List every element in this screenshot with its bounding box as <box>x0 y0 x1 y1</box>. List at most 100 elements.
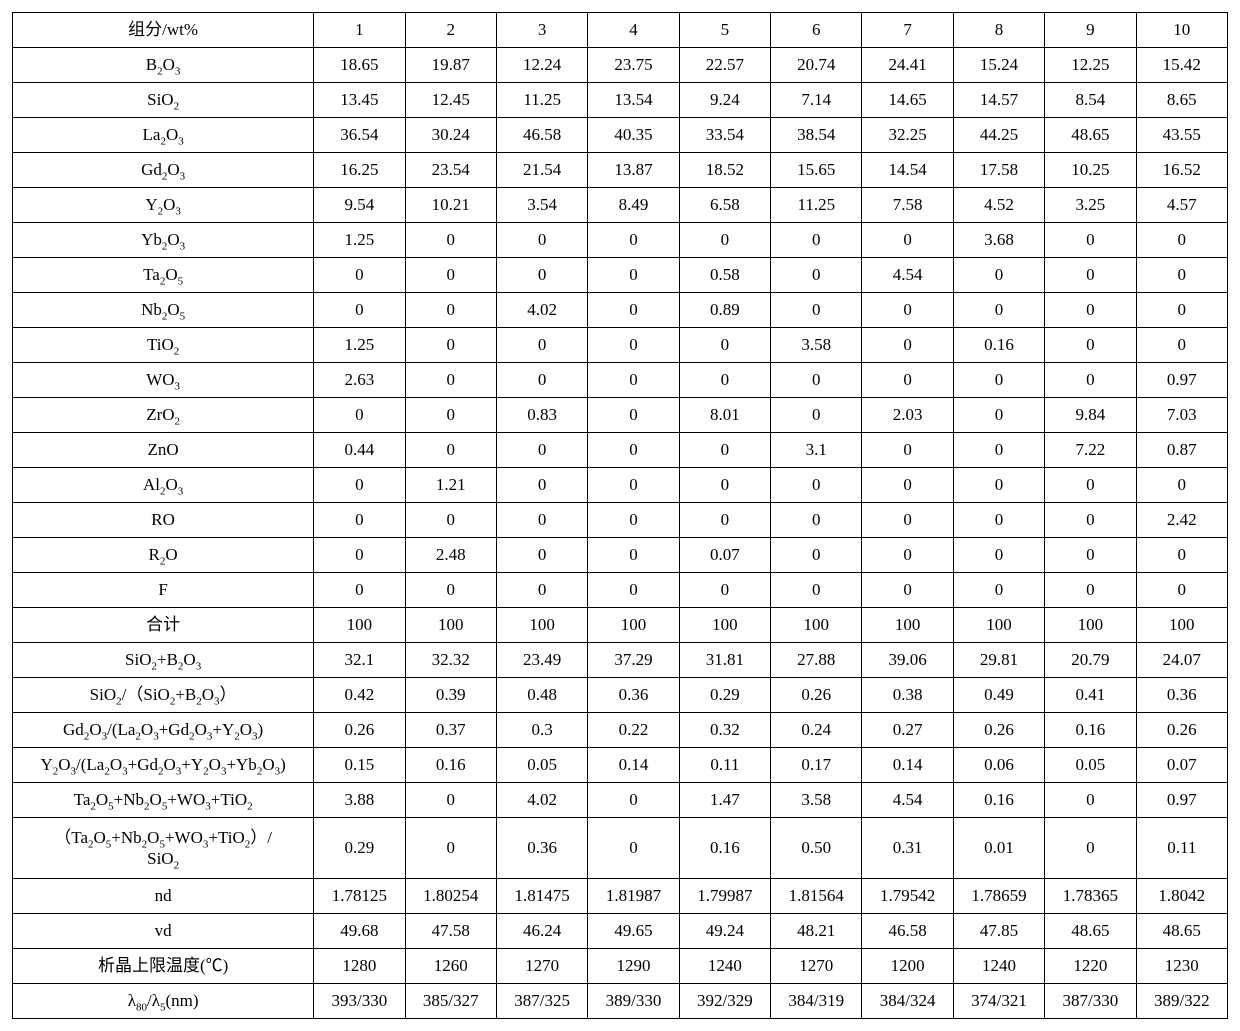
cell: 0 <box>405 783 496 818</box>
cell: 1.25 <box>314 328 405 363</box>
cell: 0.50 <box>771 818 862 879</box>
cell: 23.75 <box>588 48 679 83</box>
cell: 2.42 <box>1136 503 1227 538</box>
cell: 0.05 <box>1045 748 1136 783</box>
cell: 1.81987 <box>588 879 679 914</box>
cell: 0 <box>862 363 953 398</box>
cell: 20.79 <box>1045 643 1136 678</box>
cell: 384/324 <box>862 984 953 1019</box>
row-label: B2O3 <box>13 48 314 83</box>
cell: 0.07 <box>1136 748 1227 783</box>
row-label: Al2O3 <box>13 468 314 503</box>
cell: 0 <box>953 538 1044 573</box>
cell: 0 <box>496 503 587 538</box>
cell: 18.52 <box>679 153 770 188</box>
cell: 387/330 <box>1045 984 1136 1019</box>
cell: 0 <box>862 328 953 363</box>
cell: 10.25 <box>1045 153 1136 188</box>
cell: 0.22 <box>588 713 679 748</box>
cell: 3.68 <box>953 223 1044 258</box>
cell: 0 <box>953 573 1044 608</box>
cell: 0.3 <box>496 713 587 748</box>
cell: 1.79987 <box>679 879 770 914</box>
cell: 0 <box>496 258 587 293</box>
row-label: ZrO2 <box>13 398 314 433</box>
cell: 0.11 <box>679 748 770 783</box>
cell: 0 <box>1136 293 1227 328</box>
cell: 1270 <box>496 949 587 984</box>
cell: 12.25 <box>1045 48 1136 83</box>
cell: 1240 <box>679 949 770 984</box>
cell: 15.24 <box>953 48 1044 83</box>
cell: 0 <box>1045 363 1136 398</box>
cell: 0.16 <box>1045 713 1136 748</box>
row-label: RO <box>13 503 314 538</box>
cell: 0 <box>953 503 1044 538</box>
cell: 6.58 <box>679 188 770 223</box>
cell: 0 <box>771 293 862 328</box>
cell: 0.44 <box>314 433 405 468</box>
cell: 0 <box>953 433 1044 468</box>
cell: 0 <box>588 503 679 538</box>
cell: 0 <box>679 328 770 363</box>
cell: 13.87 <box>588 153 679 188</box>
cell: 1230 <box>1136 949 1227 984</box>
cell: 0 <box>405 293 496 328</box>
cell: 1.47 <box>679 783 770 818</box>
row-label: Yb2O3 <box>13 223 314 258</box>
cell: 0 <box>1136 223 1227 258</box>
cell: 1200 <box>862 949 953 984</box>
table-row: ZrO2000.8308.0102.0309.847.03 <box>13 398 1228 433</box>
cell: 21.54 <box>496 153 587 188</box>
table-row: R2O02.48000.0700000 <box>13 538 1228 573</box>
col-9: 9 <box>1045 13 1136 48</box>
cell: 100 <box>679 608 770 643</box>
cell: 49.65 <box>588 914 679 949</box>
cell: 0 <box>679 223 770 258</box>
cell: 1280 <box>314 949 405 984</box>
cell: 0 <box>679 468 770 503</box>
cell: 0 <box>405 818 496 879</box>
cell: 2.48 <box>405 538 496 573</box>
col-7: 7 <box>862 13 953 48</box>
header-label: 组分/wt% <box>13 13 314 48</box>
cell: 48.65 <box>1045 914 1136 949</box>
cell: 0 <box>405 573 496 608</box>
cell: 0.16 <box>953 783 1044 818</box>
cell: 16.52 <box>1136 153 1227 188</box>
cell: 0.11 <box>1136 818 1227 879</box>
cell: 0.26 <box>953 713 1044 748</box>
cell: 19.87 <box>405 48 496 83</box>
cell: 2.03 <box>862 398 953 433</box>
cell: 1.25 <box>314 223 405 258</box>
cell: 43.55 <box>1136 118 1227 153</box>
cell: 0.26 <box>1136 713 1227 748</box>
cell: 0.58 <box>679 258 770 293</box>
cell: 0 <box>1136 328 1227 363</box>
table-row: Al2O301.2100000000 <box>13 468 1228 503</box>
cell: 0 <box>405 503 496 538</box>
table-row: Gd2O3/(La2O3+Gd2O3+Y2O3)0.260.370.30.220… <box>13 713 1228 748</box>
cell: 8.01 <box>679 398 770 433</box>
cell: 0 <box>588 538 679 573</box>
cell: 27.88 <box>771 643 862 678</box>
cell: 0.48 <box>496 678 587 713</box>
header-row: 组分/wt% 1 2 3 4 5 6 7 8 9 10 <box>13 13 1228 48</box>
col-6: 6 <box>771 13 862 48</box>
cell: 8.54 <box>1045 83 1136 118</box>
col-10: 10 <box>1136 13 1227 48</box>
cell: 0 <box>588 468 679 503</box>
cell: 20.74 <box>771 48 862 83</box>
cell: 0 <box>1045 503 1136 538</box>
cell: 0 <box>1136 573 1227 608</box>
cell: 17.58 <box>953 153 1044 188</box>
cell: 0.16 <box>405 748 496 783</box>
cell: 46.58 <box>496 118 587 153</box>
cell: 0 <box>1045 223 1136 258</box>
cell: 1.78125 <box>314 879 405 914</box>
cell: 0.97 <box>1136 783 1227 818</box>
table-row: λ80/λ5(nm)393/330385/327387/325389/33039… <box>13 984 1228 1019</box>
cell: 0 <box>588 293 679 328</box>
row-label: nd <box>13 879 314 914</box>
cell: 0 <box>1045 258 1136 293</box>
